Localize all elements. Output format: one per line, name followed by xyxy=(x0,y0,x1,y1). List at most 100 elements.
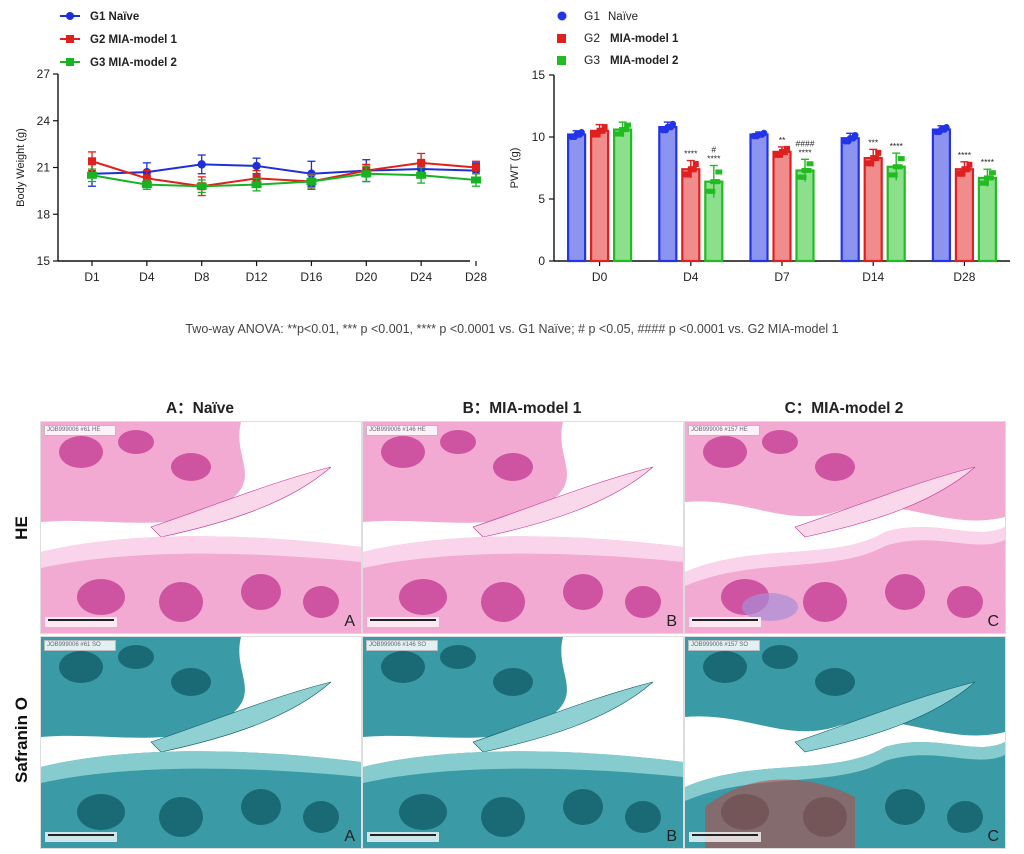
pwt-data-point xyxy=(777,151,783,158)
pwt-x-tick-label: D0 xyxy=(592,270,608,284)
panel-letter: A xyxy=(344,613,355,630)
pwt-significance-label: # xyxy=(711,145,716,155)
pwt-data-point xyxy=(685,171,692,178)
histology-panel-safranin-o-a: JOB999006 #61 SO A xyxy=(40,636,362,849)
pwt-data-point xyxy=(713,179,721,185)
bw-series xyxy=(87,151,481,197)
pwt-bars: **** #****** ####******* ************ xyxy=(566,120,997,263)
pwt-legend-label: MIA-model 1 xyxy=(610,33,679,45)
pwt-legend: G1 Naïve G2 MIA-model 1 G3 MIA-model 2 xyxy=(557,9,679,67)
pwt-data-point xyxy=(576,131,583,138)
pwt-group-d14 xyxy=(840,131,906,263)
pwt-legend-group: G1 xyxy=(584,9,600,23)
marrow-cavity xyxy=(59,436,103,468)
pwt-bar xyxy=(886,165,906,263)
pwt-data-point xyxy=(753,132,761,140)
pwt-data-point xyxy=(868,160,875,167)
pwt-significance-label: **** xyxy=(958,150,972,160)
pwt-chart: G1 Naïve G2 MIA-model 1 G3 MIA-model 2 0 5 10 15… xyxy=(509,9,1010,284)
lower-bone xyxy=(41,536,361,633)
bw-legend-label: G3 MIA-model 2 xyxy=(90,57,177,69)
pwt-data-point xyxy=(682,171,689,178)
pwt-significance-label: **** xyxy=(798,147,812,157)
bw-y-tick-label: 18 xyxy=(37,207,51,221)
pwt-data-point xyxy=(981,180,989,186)
scale-bar xyxy=(45,617,117,627)
pwt-bar xyxy=(566,133,587,263)
bw-data-point xyxy=(306,178,317,186)
bw-y-axis-label: Body Weight (g) xyxy=(15,128,27,207)
histology-panel-safranin-o-b: JOB999006 #146 SO B xyxy=(362,636,684,849)
bw-x-tick-label: D16 xyxy=(300,270,322,284)
pwt-data-point xyxy=(875,149,882,156)
pwt-bar xyxy=(977,176,997,263)
row-label-safranin-o: Safranin O xyxy=(12,697,31,783)
bw-x-tick-label: D8 xyxy=(194,270,210,284)
tissue-image xyxy=(685,422,1005,633)
slide-id-label: JOB999006 #157 SO xyxy=(688,640,760,651)
pwt-bar xyxy=(954,168,974,263)
bw-legend-label: G2 MIA-model 1 xyxy=(90,34,178,46)
bw-series-3 xyxy=(87,165,481,194)
bw-legend-label: G1 Naïve xyxy=(90,11,139,23)
pwt-data-point xyxy=(806,161,814,167)
marrow-cavity xyxy=(481,797,525,837)
pwt-legend-marker xyxy=(557,56,566,65)
marrow-cavity xyxy=(493,453,533,481)
histology-panel-he-a: JOB999006 #61 HE A xyxy=(40,421,362,634)
pwt-significance-label: ** xyxy=(779,135,786,145)
bw-series-line xyxy=(91,160,477,188)
pwt-bar xyxy=(863,156,883,263)
pwt-axes: 0 5 10 15 PWT (g) D0 D4 D7 D14 D28 xyxy=(509,68,1010,284)
lower-bone xyxy=(363,751,683,848)
marrow-cavity xyxy=(563,789,603,825)
pwt-data-point xyxy=(936,128,943,136)
scale-bar xyxy=(367,832,439,842)
pwt-legend-marker xyxy=(557,11,567,21)
pwt-bar xyxy=(681,168,701,263)
column-title-a: A：Naïve xyxy=(165,400,235,417)
marrow-cavity xyxy=(762,430,798,454)
pwt-data-point xyxy=(667,123,675,131)
marrow-cavity xyxy=(241,574,281,610)
histology-panel-safranin-o-c: JOB999006 #157 SO C xyxy=(684,636,1006,849)
pwt-data-point xyxy=(895,164,903,170)
column-title-b: B：MIA-model 1 xyxy=(462,400,582,417)
stats-caption: Two-way ANOVA: **p<0.01, *** p <0.001, *… xyxy=(185,322,839,336)
bw-series-line xyxy=(91,172,477,188)
pwt-data-point xyxy=(897,156,905,162)
marrow-cavity xyxy=(803,582,847,622)
pwt-data-point xyxy=(758,131,766,138)
pwt-data-point xyxy=(715,169,723,175)
pwt-legend-group: G3 xyxy=(584,53,600,67)
marrow-cavity xyxy=(303,801,339,833)
cartilage-band xyxy=(685,527,1005,586)
marrow-cavity xyxy=(241,789,281,825)
panel-letter: C xyxy=(987,828,999,845)
marrow-cavity xyxy=(703,436,747,468)
pwt-bar xyxy=(658,125,678,263)
pwt-data-point xyxy=(690,166,697,173)
pwt-significance-label: **** xyxy=(707,154,721,164)
column-title-c: C：MIA-model 2 xyxy=(784,400,904,417)
pwt-bar xyxy=(612,128,633,263)
pwt-data-point xyxy=(622,127,630,133)
pwt-group-d28 xyxy=(931,124,997,263)
cartilage-band xyxy=(41,751,361,783)
scale-bar xyxy=(689,617,761,627)
row-label-he: HE xyxy=(12,516,31,540)
pwt-data-point xyxy=(601,124,608,131)
bw-y-tick-label: 21 xyxy=(37,161,51,175)
tissue-image xyxy=(363,637,683,848)
bw-x-tick-label: D20 xyxy=(355,270,377,284)
pwt-y-tick-label: 15 xyxy=(532,68,546,82)
marrow-cavity xyxy=(399,794,447,830)
bw-x-tick-label: D12 xyxy=(246,270,268,284)
marrow-cavity xyxy=(625,586,661,618)
marrow-cavity xyxy=(118,430,154,454)
marrow-cavity xyxy=(399,579,447,615)
pwt-y-tick-label: 5 xyxy=(538,192,545,206)
pwt-x-tick-label: D14 xyxy=(862,270,884,284)
meniscus xyxy=(472,681,654,753)
bw-data-point xyxy=(417,158,426,167)
